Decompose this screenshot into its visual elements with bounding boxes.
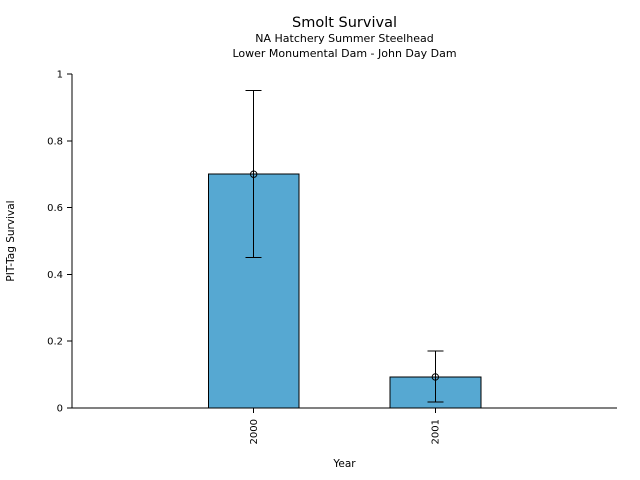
chart-subtitle-1: NA Hatchery Summer Steelhead: [255, 32, 433, 45]
y-tick-label: 1: [57, 70, 63, 81]
y-tick-label: 0: [57, 404, 63, 415]
y-tick-label: 0.6: [47, 203, 63, 214]
data-point-marker: [431, 373, 440, 381]
plot-area: 0 0.2 0.4 0.6 0.8 1 2000 2001: [47, 70, 617, 444]
x-axis-label: Year: [332, 458, 356, 470]
y-tick-label: 0.4: [47, 270, 63, 281]
y-axis-label: PIT-Tag Survival: [5, 200, 17, 281]
y-tick-label: 0.8: [47, 136, 63, 147]
x-tick-label: 2000: [249, 419, 260, 444]
data-point-marker: [249, 170, 258, 178]
x-tick-label: 2001: [431, 419, 442, 444]
y-tick-label: 0.2: [47, 337, 63, 348]
chart-subtitle-2: Lower Monumental Dam - John Day Dam: [232, 47, 456, 60]
chart-title: Smolt Survival: [292, 15, 397, 31]
